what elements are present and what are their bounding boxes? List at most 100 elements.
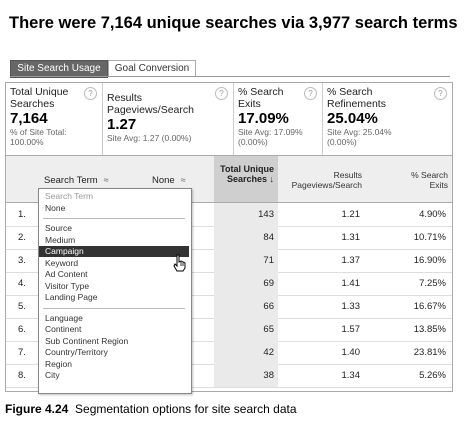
menu-item-language[interactable]: Language (45, 312, 83, 323)
column-search-exits[interactable]: % Search Exits (411, 170, 448, 190)
tab-goal-conversion[interactable]: Goal Conversion (108, 60, 196, 77)
metric-search-exits: % Search Exits 17.09% Site Avg: 17.09% (… (234, 83, 323, 155)
cell-search-exits: 13.85% (413, 324, 446, 335)
metric-value: 7,164 (10, 110, 48, 127)
metric-value: 1.27 (107, 116, 137, 133)
column-total-unique-searches[interactable]: Total Unique Searches ↓ (214, 156, 278, 202)
cell-results-pageviews: 1.34 (341, 370, 361, 381)
cell-total-unique-searches: 71 (263, 255, 274, 266)
menu-item-none[interactable]: None (45, 202, 66, 213)
cell-results-pageviews: 1.57 (341, 324, 361, 335)
menu-item-keyword[interactable]: Keyword (45, 257, 79, 268)
primary-dimension-select[interactable]: Search Term ≈ (44, 173, 124, 188)
help-icon[interactable]: ? (304, 87, 317, 100)
menu-item-city[interactable]: City (45, 370, 60, 380)
cell-total-unique-searches: 38 (263, 370, 274, 381)
metric-search-refinements: % Search Refinements 25.04% Site Avg: 25… (323, 83, 452, 155)
menu-item-continent[interactable]: Continent (45, 324, 82, 334)
headline: There were 7,164 unique searches via 3,9… (9, 14, 458, 32)
menu-item-source[interactable]: Source (45, 223, 72, 233)
chevron-icon: ≈ (103, 175, 109, 185)
secondary-dimension-select[interactable]: None ≈ (152, 173, 202, 188)
cell-search-exits: 23.81% (413, 347, 446, 358)
hand-cursor-icon (173, 254, 186, 272)
column-results-pageviews[interactable]: Results Pageviews/Search (291, 170, 362, 190)
cell-total-unique-searches: 84 (263, 232, 274, 243)
help-icon[interactable]: ? (434, 87, 447, 100)
data-table: Search Term ≈ None ≈ Total Unique Searches… (5, 156, 453, 392)
cell-total-unique-searches: 143 (258, 209, 274, 220)
cell-total-unique-searches: 42 (263, 347, 274, 358)
help-icon[interactable]: ? (84, 87, 97, 100)
row-number: 7. (18, 347, 26, 358)
row-number: 2. (18, 232, 26, 243)
metric-sub: Site Avg: 17.09% (0.00%) (238, 127, 303, 147)
cell-results-pageviews: 1.40 (341, 347, 361, 358)
metric-sub: Site Avg: 25.04% (0.00%) (327, 127, 392, 147)
tab-divider (10, 76, 450, 77)
cell-results-pageviews: 1.41 (341, 278, 361, 289)
menu-separator (43, 218, 185, 219)
figure-number: Figure 4.24 (5, 402, 69, 416)
row-number: 6. (18, 324, 26, 335)
metric-total-unique-searches: Total Unique Searches 7,164 % of Site To… (6, 83, 103, 155)
menu-item-region[interactable]: Region (45, 358, 72, 369)
metrics-summary: Total Unique Searches 7,164 % of Site To… (5, 82, 453, 156)
menu-item-ad-content[interactable]: Ad Content (45, 269, 88, 279)
menu-item-medium[interactable]: Medium (45, 234, 76, 245)
metric-value: 25.04% (327, 110, 378, 127)
row-number: 5. (18, 301, 26, 312)
sorted-column-cell-bg (214, 226, 278, 249)
cell-search-exits: 16.90% (413, 255, 446, 266)
row-number: 4. (18, 278, 26, 289)
metric-sub: Site Avg: 1.27 (0.00%) (107, 133, 192, 143)
menu-item-country-territory[interactable]: Country/Territory (45, 347, 108, 357)
cell-total-unique-searches: 69 (263, 278, 274, 289)
primary-dimension-label: Search Term (44, 175, 98, 186)
cell-search-exits: 16.67% (413, 301, 446, 312)
sorted-column-cell-bg (214, 295, 278, 318)
cell-search-exits: 5.26% (419, 370, 446, 381)
row-number: 1. (18, 209, 26, 220)
metric-results-pageviews: Results Pageviews/Search 1.27 Site Avg: … (103, 83, 234, 155)
metric-sub: % of Site Total: 100.00% (10, 127, 67, 147)
sorted-column-cell-bg (214, 249, 278, 272)
menu-item-sub-continent-region[interactable]: Sub Continent Region (45, 335, 129, 346)
cell-results-pageviews: 1.21 (341, 209, 361, 220)
chevron-icon: ≈ (180, 175, 186, 185)
sorted-column-cell-bg (214, 272, 278, 295)
cell-results-pageviews: 1.37 (341, 255, 361, 266)
cell-results-pageviews: 1.31 (341, 232, 361, 243)
figure-caption: Figure 4.24 Segmentation options for sit… (5, 402, 297, 416)
metric-label: Total Unique Searches (10, 86, 69, 110)
cell-total-unique-searches: 66 (263, 301, 274, 312)
cell-search-exits: 4.90% (419, 209, 446, 220)
column-label: Total Unique Searches (220, 164, 274, 184)
sorted-column-cell-bg (214, 318, 278, 341)
help-icon[interactable]: ? (215, 87, 228, 100)
menu-item-campaign[interactable]: Campaign (39, 246, 189, 257)
metric-value: 17.09% (238, 110, 289, 127)
menu-item-visitor-type[interactable]: Visitor Type (45, 280, 90, 291)
secondary-dimension-label: None (152, 175, 175, 186)
row-number: 3. (18, 255, 26, 266)
cell-search-exits: 10.71% (413, 232, 446, 243)
sorted-column-cell-bg (214, 364, 278, 387)
tab-site-search-usage[interactable]: Site Search Usage (10, 60, 108, 78)
sorted-column-cell-bg (214, 203, 278, 226)
cell-total-unique-searches: 65 (263, 324, 274, 335)
metric-label: % Search Exits (238, 86, 284, 110)
menu-item-landing-page[interactable]: Landing Page (45, 292, 98, 302)
dimension-dropdown-menu: Search Term None Source Medium Campaign Keywo… (38, 188, 192, 394)
menu-item-search-term[interactable]: Search Term (45, 191, 94, 201)
row-number: 8. (18, 370, 26, 381)
cell-search-exits: 7.25% (419, 278, 446, 289)
menu-separator (43, 307, 185, 309)
sort-desc-icon: ↓ (269, 174, 275, 184)
figure-text: Segmentation options for site search dat… (75, 402, 297, 416)
sorted-column-cell-bg (214, 341, 278, 364)
metric-label: % Search Refinements (327, 86, 386, 110)
table-row: 8.t381.345.26% (6, 364, 452, 388)
metric-label: Results Pageviews/Search (107, 92, 194, 116)
cell-results-pageviews: 1.33 (341, 301, 361, 312)
